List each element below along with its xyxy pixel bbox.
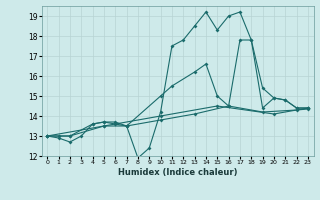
X-axis label: Humidex (Indice chaleur): Humidex (Indice chaleur) (118, 168, 237, 177)
